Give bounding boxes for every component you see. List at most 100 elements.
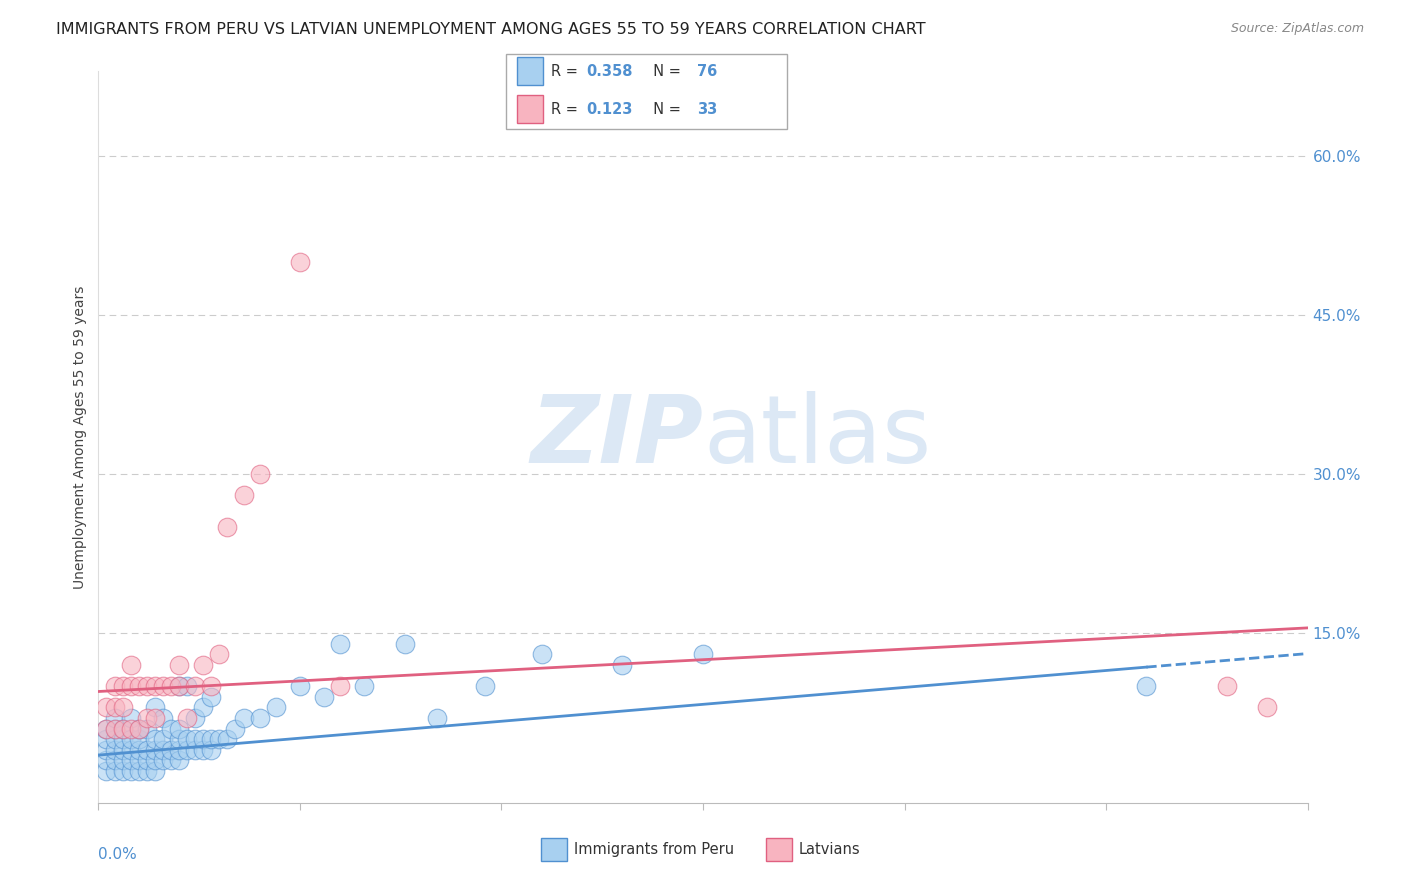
Point <box>167 658 190 673</box>
Point <box>135 711 157 725</box>
Point <box>103 722 125 736</box>
Point <box>143 679 166 693</box>
Point <box>96 700 118 714</box>
Point <box>1135 679 1157 693</box>
Point <box>200 679 222 693</box>
Point <box>264 700 287 714</box>
Point <box>128 679 150 693</box>
Point <box>160 743 183 757</box>
Point <box>394 637 416 651</box>
Point <box>111 700 134 714</box>
Point <box>176 743 198 757</box>
Point <box>96 764 118 778</box>
Point <box>111 722 134 736</box>
Point <box>176 732 198 747</box>
Point <box>103 764 125 778</box>
Text: Immigrants from Peru: Immigrants from Peru <box>574 842 734 856</box>
Point <box>1256 700 1278 714</box>
Text: 76: 76 <box>697 63 717 78</box>
Point <box>208 648 231 662</box>
Point <box>128 722 150 736</box>
Point <box>249 711 271 725</box>
Point <box>184 743 207 757</box>
Point <box>128 753 150 767</box>
Point <box>111 743 134 757</box>
Point <box>176 711 198 725</box>
Point <box>152 743 174 757</box>
Point <box>96 753 118 767</box>
Point <box>120 743 142 757</box>
Text: Source: ZipAtlas.com: Source: ZipAtlas.com <box>1230 22 1364 36</box>
Point <box>103 753 125 767</box>
Point <box>111 764 134 778</box>
Point <box>111 753 134 767</box>
Point <box>474 679 496 693</box>
Point <box>128 743 150 757</box>
Point <box>143 732 166 747</box>
Point <box>160 753 183 767</box>
Text: R =: R = <box>551 63 582 78</box>
Text: N =: N = <box>644 63 686 78</box>
Point <box>152 753 174 767</box>
Point <box>103 679 125 693</box>
Text: 33: 33 <box>697 102 717 117</box>
Text: 0.358: 0.358 <box>586 63 633 78</box>
Text: ZIP: ZIP <box>530 391 703 483</box>
Point <box>103 743 125 757</box>
Point <box>176 679 198 693</box>
Point <box>167 732 190 747</box>
Point <box>184 679 207 693</box>
Point <box>152 679 174 693</box>
Point <box>96 743 118 757</box>
Point <box>530 648 553 662</box>
Point <box>103 722 125 736</box>
Point <box>143 764 166 778</box>
Point <box>1216 679 1239 693</box>
Point <box>120 753 142 767</box>
Point <box>288 255 311 269</box>
Point <box>208 732 231 747</box>
Point <box>120 732 142 747</box>
Text: 0.0%: 0.0% <box>98 847 138 862</box>
Point <box>193 732 215 747</box>
Point <box>103 732 125 747</box>
Point <box>128 732 150 747</box>
Point <box>135 753 157 767</box>
Point <box>111 722 134 736</box>
Text: Latvians: Latvians <box>799 842 860 856</box>
Point <box>200 732 222 747</box>
Point <box>167 743 190 757</box>
Point <box>103 700 125 714</box>
Point <box>160 722 183 736</box>
Point <box>193 743 215 757</box>
Point <box>120 711 142 725</box>
Point <box>692 648 714 662</box>
Text: IMMIGRANTS FROM PERU VS LATVIAN UNEMPLOYMENT AMONG AGES 55 TO 59 YEARS CORRELATI: IMMIGRANTS FROM PERU VS LATVIAN UNEMPLOY… <box>56 22 927 37</box>
Point <box>160 679 183 693</box>
Point <box>143 753 166 767</box>
Point <box>353 679 375 693</box>
Point <box>143 700 166 714</box>
Point <box>612 658 634 673</box>
Point <box>217 732 239 747</box>
Point <box>167 679 190 693</box>
Point <box>143 743 166 757</box>
Point <box>96 722 118 736</box>
Point <box>167 753 190 767</box>
Y-axis label: Unemployment Among Ages 55 to 59 years: Unemployment Among Ages 55 to 59 years <box>73 285 87 589</box>
Point <box>249 467 271 482</box>
Point <box>232 711 254 725</box>
Point <box>288 679 311 693</box>
Point <box>96 722 118 736</box>
Point <box>426 711 449 725</box>
Point <box>135 679 157 693</box>
Point <box>232 488 254 502</box>
Point <box>329 679 352 693</box>
Point <box>135 743 157 757</box>
Point <box>193 658 215 673</box>
Point <box>120 764 142 778</box>
Point <box>128 722 150 736</box>
Point <box>314 690 336 704</box>
Text: atlas: atlas <box>703 391 931 483</box>
Point <box>329 637 352 651</box>
